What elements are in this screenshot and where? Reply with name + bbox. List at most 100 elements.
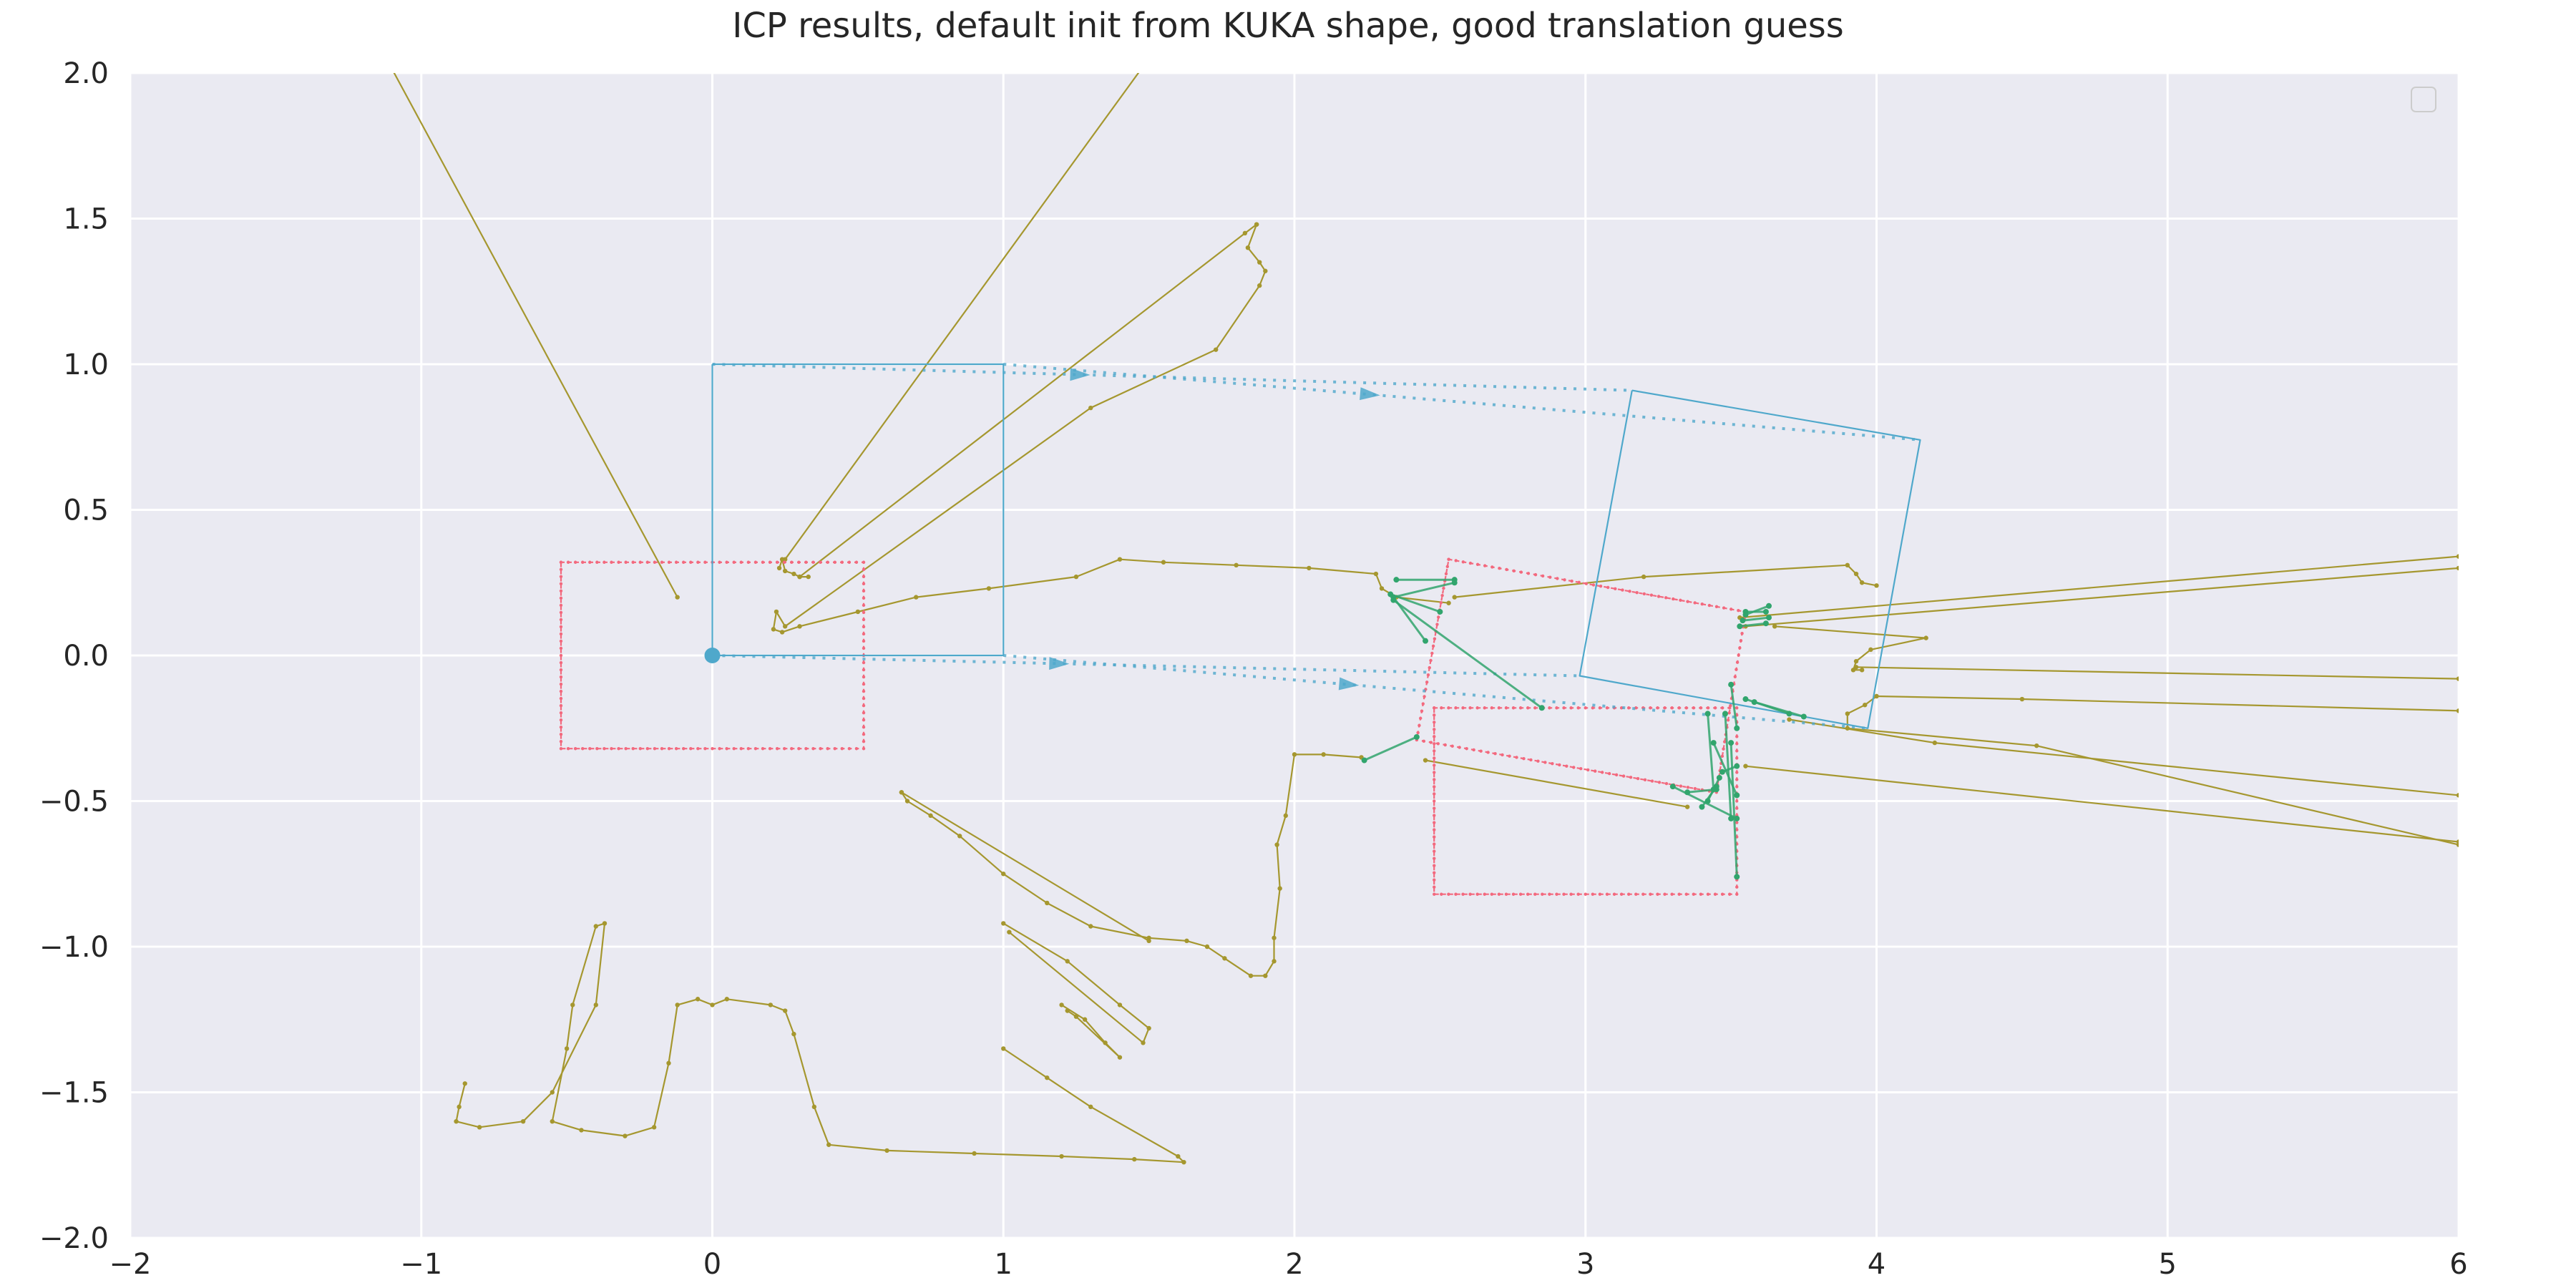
shape-point [1679, 784, 1683, 788]
shape-point [1447, 557, 1450, 561]
match-point [1800, 713, 1807, 720]
grid [129, 72, 2460, 1239]
shape-point [1511, 892, 1516, 896]
shape-point [1461, 560, 1465, 564]
scan-point [1853, 571, 1859, 577]
shape-point [1421, 702, 1425, 706]
scan-point [1088, 924, 1093, 929]
scan-point [1073, 1014, 1079, 1019]
shape-point [1614, 773, 1619, 777]
shape-point [645, 747, 650, 751]
match-point [1734, 815, 1740, 821]
shape-point [862, 589, 866, 593]
scan-point [1141, 1040, 1146, 1045]
scan-point [1257, 260, 1262, 265]
shape-point [1442, 586, 1445, 590]
match-point [1716, 774, 1722, 781]
x-tick-label: −2 [109, 1248, 152, 1281]
shape-point [1433, 742, 1436, 746]
shape-point [566, 747, 570, 751]
shape-point [1555, 892, 1558, 896]
scan-point [1161, 560, 1166, 565]
shape-point [819, 747, 822, 751]
shape-point [1700, 602, 1704, 606]
shape-point [1735, 771, 1739, 774]
match-series [1724, 713, 1732, 819]
scan-point [1859, 580, 1865, 585]
shape-point [862, 747, 866, 751]
shape-point [1735, 806, 1739, 810]
match-series [1742, 616, 1770, 622]
shape-point [1586, 768, 1590, 772]
shape-point [862, 668, 866, 672]
match-series [1392, 599, 1543, 709]
shape-point [1726, 718, 1730, 722]
shape-point [1475, 892, 1479, 896]
scan-point [791, 1031, 796, 1037]
shape-point [1636, 776, 1640, 781]
shape-point [1621, 774, 1626, 778]
legend-box [2411, 87, 2436, 112]
scan-series [393, 73, 678, 598]
match-point [1728, 681, 1735, 688]
shape-point [1729, 703, 1732, 708]
shape-point [573, 560, 577, 564]
shape-point [1686, 786, 1690, 789]
shape-point [833, 747, 836, 751]
y-tick-label: 0.0 [63, 640, 109, 673]
shape-point [1433, 721, 1436, 724]
scan-point [384, 56, 389, 60]
shape-point [1420, 709, 1424, 713]
shape-point [566, 560, 570, 564]
shape-point [1605, 706, 1609, 710]
shape-point [1614, 587, 1617, 590]
shape-point [804, 747, 808, 751]
shape-point [638, 747, 642, 751]
shape-point [1656, 706, 1659, 710]
shape-point [1735, 660, 1740, 664]
match-point [1734, 792, 1740, 799]
shape-point [732, 560, 736, 564]
shape-point [1486, 751, 1490, 754]
shape-point [718, 560, 721, 564]
scan-point [1446, 600, 1451, 605]
match-point [1742, 696, 1749, 703]
shape-point [559, 618, 563, 622]
shape-point [1713, 892, 1717, 896]
shape-point [862, 733, 866, 736]
scan-point [957, 834, 962, 839]
match-point [1423, 638, 1429, 644]
scan-point [1850, 668, 1856, 673]
shape-point [1584, 582, 1589, 585]
shape-point [1656, 892, 1659, 896]
scan-point [1001, 1046, 1006, 1051]
match-point [1710, 786, 1717, 793]
y-tick-label: −2.0 [39, 1222, 109, 1255]
shape-point [1672, 597, 1675, 601]
shape-point [559, 682, 563, 686]
shape-point [1570, 579, 1574, 583]
scan-point [1932, 740, 1938, 746]
scan-point [1065, 1008, 1070, 1013]
match-point [1766, 615, 1772, 621]
shape-point [1727, 892, 1732, 896]
shape-point [1490, 892, 1494, 896]
shape-point [1598, 706, 1602, 710]
scan-point [1868, 647, 1873, 653]
shape-point [1465, 747, 1468, 751]
shape-point [732, 747, 736, 751]
shape-point [703, 747, 707, 751]
scan-point [782, 624, 788, 629]
shape-point [1555, 706, 1558, 710]
shape-point [1522, 756, 1526, 761]
y-tick-label: 1.5 [63, 203, 109, 236]
shape-point [1497, 892, 1501, 896]
scan-point [855, 609, 861, 615]
shape-point [1433, 857, 1436, 860]
shape-point [1720, 892, 1724, 896]
shape-point [1433, 749, 1436, 753]
shape-point [1433, 763, 1436, 767]
y-tick-label: 1.0 [63, 348, 109, 381]
scan-point [477, 1125, 482, 1130]
shape-point [862, 660, 866, 665]
